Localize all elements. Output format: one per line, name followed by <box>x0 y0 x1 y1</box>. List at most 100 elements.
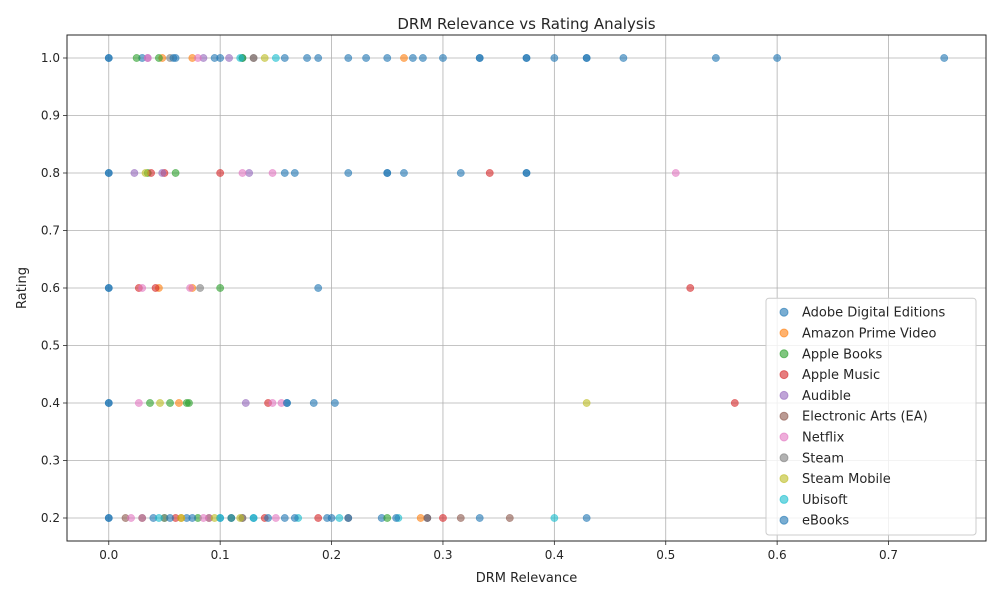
data-point <box>730 399 739 407</box>
data-point <box>134 399 143 407</box>
data-point <box>177 514 186 522</box>
data-point <box>423 514 432 522</box>
data-point <box>344 169 353 177</box>
data-point <box>522 54 531 62</box>
axis-ticks: 0.0 0.1 0.2 0.3 0.4 0.5 0.6 0.7 0.2 0.3 0.4 0.5 0.6 0… <box>41 51 898 562</box>
data-points <box>104 54 949 522</box>
y-tick-label: 0.9 <box>41 109 60 123</box>
y-tick-label: 0.6 <box>41 281 60 295</box>
legend-marker <box>779 453 789 463</box>
data-point <box>141 169 150 177</box>
x-tick-label: 0.3 <box>433 548 452 562</box>
data-point <box>550 54 559 62</box>
x-tick-label: 0.2 <box>322 548 341 562</box>
x-tick-label: 0.1 <box>211 548 230 562</box>
legend-box <box>765 297 977 536</box>
data-point <box>169 54 178 62</box>
data-point <box>143 54 152 62</box>
series-8 <box>141 54 591 522</box>
data-point <box>188 514 197 522</box>
data-point <box>323 514 332 522</box>
data-point <box>225 54 233 62</box>
y-tick-label: 0.2 <box>41 511 60 525</box>
data-point <box>283 399 291 407</box>
data-point <box>362 54 370 62</box>
data-point <box>335 514 344 522</box>
data-point <box>439 514 447 522</box>
data-point <box>158 169 167 177</box>
data-point <box>383 514 392 522</box>
y-tick-label: 1.0 <box>41 51 60 65</box>
data-point <box>485 169 494 177</box>
legend-label: Amazon Prime Video <box>802 327 937 342</box>
data-point <box>550 514 559 522</box>
data-point <box>249 514 258 522</box>
data-point <box>522 169 531 177</box>
x-tick-label: 0.7 <box>879 548 898 562</box>
y-axis-label: Rating <box>15 267 30 309</box>
legend-marker <box>779 494 789 504</box>
data-point <box>238 169 247 177</box>
data-point <box>154 54 163 62</box>
data-point <box>309 399 318 407</box>
legend-label: Audible <box>802 389 851 404</box>
data-point <box>138 514 147 522</box>
data-point <box>773 54 782 62</box>
data-point <box>456 514 465 522</box>
data-point <box>171 169 180 177</box>
data-point <box>456 169 465 177</box>
legend-marker <box>779 411 789 421</box>
data-point <box>268 169 277 177</box>
data-point <box>249 54 258 62</box>
data-point <box>408 54 417 62</box>
data-point <box>314 54 323 62</box>
series-10 <box>104 54 591 522</box>
data-point <box>400 169 408 177</box>
data-point <box>475 514 484 522</box>
data-point <box>138 284 147 292</box>
data-point <box>686 284 695 292</box>
y-tick-label: 0.7 <box>41 224 60 238</box>
data-point <box>186 284 194 292</box>
legend-label: Steam <box>802 451 844 466</box>
data-point <box>154 514 163 522</box>
data-point <box>416 514 425 522</box>
data-point <box>260 54 269 62</box>
data-point <box>290 169 299 177</box>
data-point <box>582 54 591 62</box>
data-point <box>245 169 254 177</box>
legend-marker <box>779 349 789 359</box>
data-point <box>383 169 392 177</box>
data-point <box>439 54 447 62</box>
x-axis-label: DRM Relevance <box>476 571 578 586</box>
data-point <box>104 284 113 292</box>
data-point <box>271 514 280 522</box>
data-point <box>331 399 339 407</box>
data-point <box>227 514 236 522</box>
data-point <box>671 169 680 177</box>
data-point <box>303 54 311 62</box>
data-point <box>104 54 113 62</box>
y-tick-label: 0.3 <box>41 454 60 468</box>
data-point <box>711 54 720 62</box>
data-point <box>193 54 202 62</box>
data-point <box>185 399 193 407</box>
y-tick-label: 0.5 <box>41 339 60 353</box>
data-point <box>216 514 225 522</box>
y-tick-label: 0.4 <box>41 396 60 410</box>
data-point <box>582 514 591 522</box>
data-point <box>475 54 484 62</box>
data-point <box>280 54 289 62</box>
legend-label: Electronic Arts (EA) <box>802 410 928 425</box>
data-point <box>127 514 135 522</box>
legend-label: Apple Music <box>802 368 880 383</box>
legend-marker <box>779 432 789 442</box>
data-point <box>156 399 164 407</box>
data-point <box>419 54 427 62</box>
legend-label: Netflix <box>802 431 845 446</box>
data-point <box>268 399 277 407</box>
data-point <box>216 54 225 62</box>
data-point <box>166 399 174 407</box>
x-tick-label: 0.5 <box>656 548 675 562</box>
